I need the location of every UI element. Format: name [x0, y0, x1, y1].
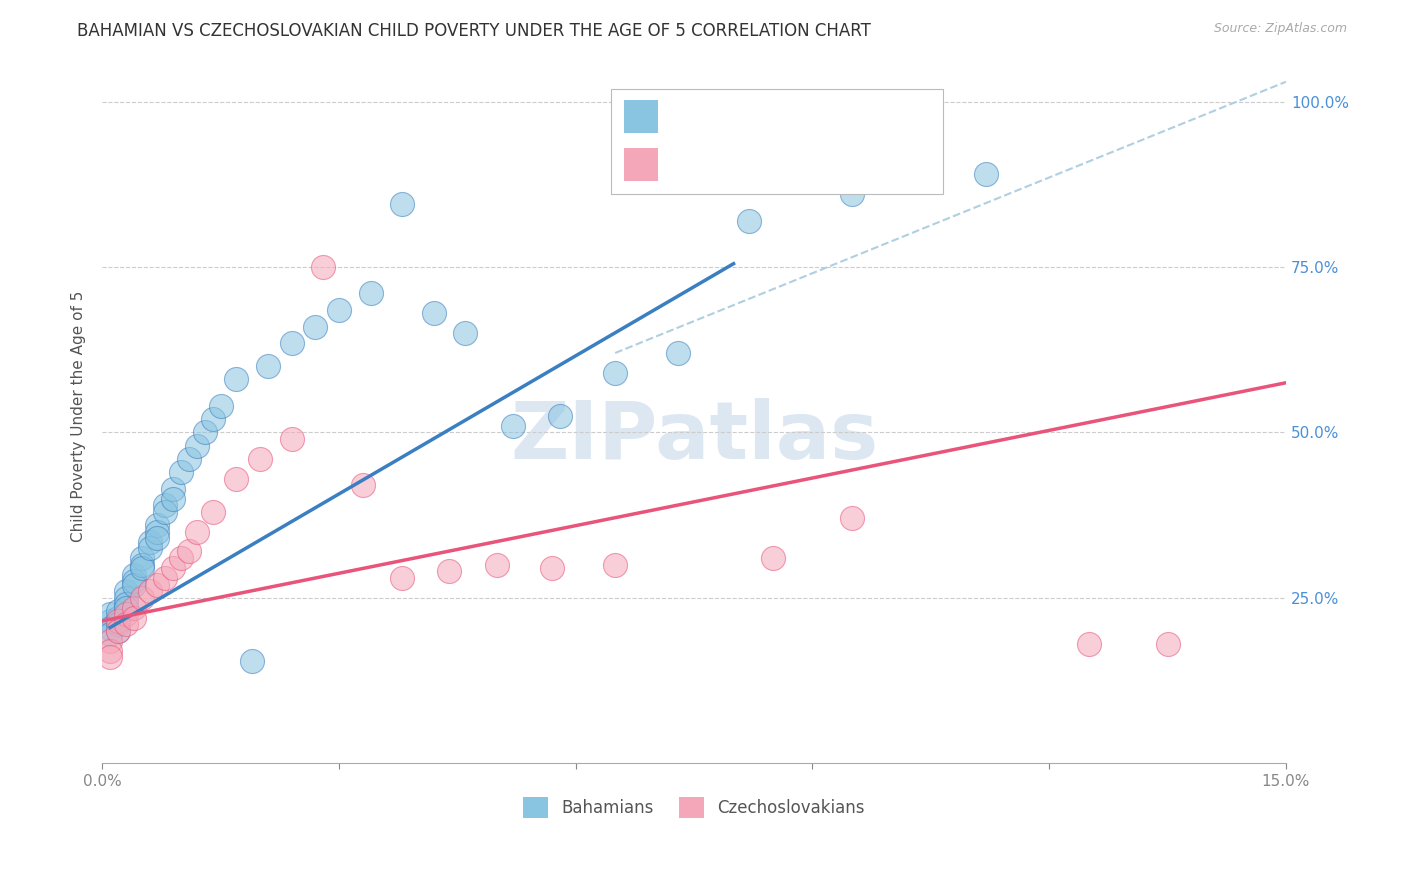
- Point: [391, 571, 413, 585]
- Point: [502, 418, 524, 433]
- Point: [454, 326, 477, 340]
- Point: [666, 346, 689, 360]
- Text: Source: ZipAtlas.com: Source: ZipAtlas.com: [1213, 22, 1347, 36]
- Point: [352, 478, 374, 492]
- Point: [201, 412, 224, 426]
- Point: [98, 643, 121, 657]
- Point: [146, 518, 169, 533]
- Point: [122, 574, 145, 589]
- Point: [138, 534, 160, 549]
- Point: [98, 614, 121, 628]
- Point: [974, 167, 997, 181]
- Point: [225, 372, 247, 386]
- Point: [146, 531, 169, 545]
- Point: [841, 187, 863, 202]
- Point: [280, 432, 302, 446]
- Point: [107, 614, 129, 628]
- Point: [162, 482, 184, 496]
- Point: [138, 541, 160, 555]
- Point: [485, 558, 508, 572]
- Point: [177, 544, 200, 558]
- Point: [170, 551, 193, 566]
- Point: [312, 260, 335, 274]
- Point: [225, 472, 247, 486]
- Point: [122, 577, 145, 591]
- Point: [115, 617, 138, 632]
- Point: [360, 286, 382, 301]
- Point: [738, 213, 761, 227]
- Point: [304, 319, 326, 334]
- Point: [439, 564, 461, 578]
- Point: [209, 399, 232, 413]
- Point: [201, 505, 224, 519]
- Point: [131, 551, 153, 566]
- Point: [257, 359, 280, 374]
- Point: [605, 366, 627, 380]
- Point: [841, 511, 863, 525]
- Point: [138, 584, 160, 599]
- Point: [107, 624, 129, 638]
- Point: [98, 633, 121, 648]
- Point: [98, 627, 121, 641]
- Point: [1156, 637, 1178, 651]
- Point: [155, 498, 177, 512]
- Point: [115, 584, 138, 599]
- Point: [115, 598, 138, 612]
- Legend: Bahamians, Czechoslovakians: Bahamians, Czechoslovakians: [516, 790, 872, 824]
- Point: [194, 425, 217, 440]
- Point: [98, 607, 121, 622]
- Point: [107, 624, 129, 638]
- Point: [115, 607, 138, 622]
- Point: [328, 303, 350, 318]
- Point: [98, 650, 121, 665]
- Y-axis label: Child Poverty Under the Age of 5: Child Poverty Under the Age of 5: [72, 290, 86, 541]
- Point: [107, 604, 129, 618]
- Point: [1077, 637, 1099, 651]
- Point: [131, 561, 153, 575]
- Point: [177, 451, 200, 466]
- Point: [162, 561, 184, 575]
- Point: [170, 465, 193, 479]
- Point: [146, 577, 169, 591]
- Point: [122, 567, 145, 582]
- Point: [541, 561, 564, 575]
- Point: [131, 591, 153, 605]
- Point: [280, 336, 302, 351]
- Text: ZIPatlas: ZIPatlas: [510, 398, 879, 475]
- Point: [186, 439, 208, 453]
- Point: [762, 551, 785, 566]
- Point: [605, 558, 627, 572]
- Point: [115, 600, 138, 615]
- Point: [98, 620, 121, 634]
- Point: [131, 558, 153, 572]
- Point: [186, 524, 208, 539]
- Point: [122, 610, 145, 624]
- Point: [155, 505, 177, 519]
- Text: BAHAMIAN VS CZECHOSLOVAKIAN CHILD POVERTY UNDER THE AGE OF 5 CORRELATION CHART: BAHAMIAN VS CZECHOSLOVAKIAN CHILD POVERT…: [77, 22, 872, 40]
- Point: [107, 617, 129, 632]
- Point: [391, 197, 413, 211]
- Point: [422, 306, 444, 320]
- Point: [122, 600, 145, 615]
- Point: [155, 571, 177, 585]
- Point: [240, 654, 263, 668]
- Point: [107, 610, 129, 624]
- Point: [146, 524, 169, 539]
- Point: [115, 591, 138, 605]
- Point: [548, 409, 571, 423]
- Point: [249, 451, 271, 466]
- Point: [162, 491, 184, 506]
